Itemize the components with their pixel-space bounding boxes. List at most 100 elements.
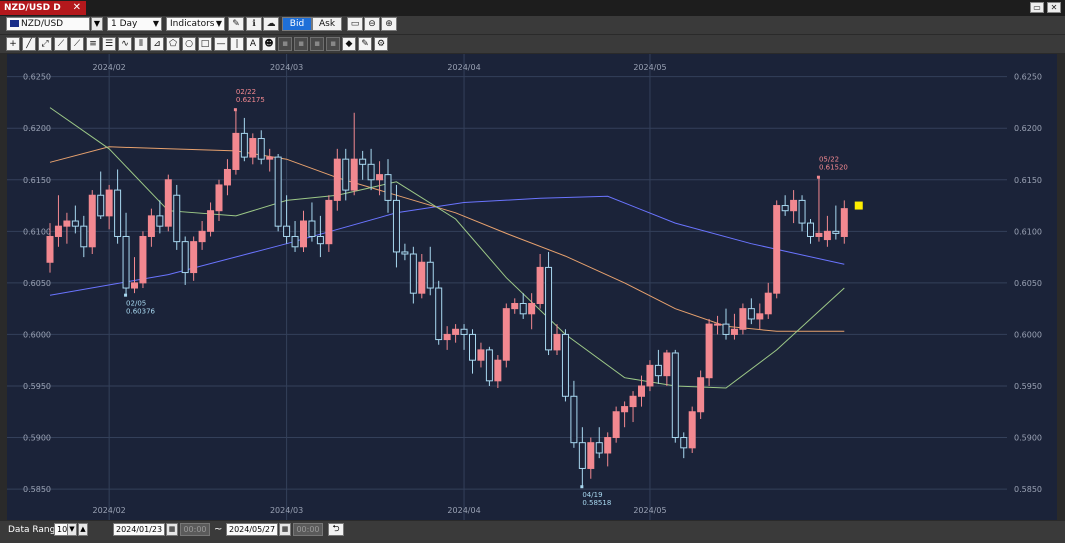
tab-bar: NZD/USD D ✕ ▭ ✕ [0, 0, 1065, 16]
triangle-icon[interactable]: ⊿ [150, 37, 164, 51]
zoom-in-icon[interactable]: ⊕ [381, 17, 397, 31]
candle-up [232, 132, 240, 170]
candle-up [823, 230, 831, 241]
zoom-out-icon[interactable]: ⊖ [364, 17, 380, 31]
arc-icon[interactable]: ∿ [118, 37, 132, 51]
candle-down [173, 194, 181, 243]
y-tick-label-right: 0.5850 [1014, 485, 1042, 494]
annotation-date: 04/19 [582, 491, 602, 499]
info-icon[interactable]: ℹ [246, 17, 262, 31]
vertical-line-icon[interactable]: | [230, 37, 244, 51]
horizontal-lines-icon[interactable]: ≡ [86, 37, 100, 51]
pencil-icon[interactable]: ✎ [358, 37, 372, 51]
ask-button[interactable]: Ask [312, 17, 342, 31]
candle-down [114, 189, 122, 237]
candle-down [367, 163, 375, 181]
chart-style-icon[interactable]: ☁ [263, 17, 279, 31]
indicators-select[interactable]: Indicators ▼ [166, 17, 225, 31]
extended-line-icon[interactable]: ⟋ [54, 37, 68, 51]
range-up-button[interactable]: ▲ [78, 523, 88, 536]
calendar-icon[interactable]: ▦ [279, 523, 291, 536]
candle-up [477, 349, 485, 361]
symbol-dropdown-button[interactable]: ▼ [91, 17, 103, 31]
extreme-marker [580, 485, 584, 489]
y-tick-label-left: 0.6100 [23, 227, 51, 236]
screen-icon[interactable]: ▭ [347, 17, 363, 31]
candle-up [325, 199, 333, 245]
time-from-input[interactable]: 00:00 [180, 523, 210, 536]
candle-up [688, 411, 696, 449]
y-tick-label-right: 0.5900 [1014, 434, 1042, 443]
chart-area[interactable]: 0.6250 0.6250 0.6200 0.6200 0.6150 0.6150 0.61… [7, 54, 1057, 520]
trendline-icon[interactable]: ╱ [22, 37, 36, 51]
date-from-input[interactable]: 2024/01/23 [113, 523, 165, 536]
annotation-date: 02/05 [126, 300, 146, 308]
candle-down [798, 199, 806, 224]
candle-down [401, 251, 409, 255]
candle-up [815, 232, 823, 237]
extreme-marker [124, 293, 128, 297]
candle-up [604, 437, 612, 454]
ray-icon[interactable]: ⤢ [38, 37, 52, 51]
pen-icon[interactable]: ✎ [228, 17, 244, 31]
candle-down [435, 287, 443, 341]
gann-fan-icon[interactable]: ⦀ [134, 37, 148, 51]
calendar-icon[interactable]: ▦ [166, 523, 178, 536]
candle-down [384, 174, 392, 201]
symbol-select[interactable]: NZD/USD [6, 17, 90, 31]
reload-icon[interactable]: ⮌ [328, 523, 344, 536]
settings-icon[interactable]: ⚙ [374, 37, 388, 51]
candle-down [97, 194, 105, 217]
tool-icon[interactable]: ▪ [278, 37, 292, 51]
restore-window-button[interactable]: ▭ [1030, 2, 1044, 13]
candle-down [359, 158, 367, 165]
crosshair-icon[interactable]: + [6, 37, 20, 51]
y-tick-label-right: 0.6150 [1014, 176, 1042, 185]
candle-down [578, 442, 586, 469]
emoji-icon[interactable]: ☻ [262, 37, 276, 51]
circle-icon[interactable]: ○ [182, 37, 196, 51]
bid-button[interactable]: Bid [282, 17, 312, 31]
range-down-button[interactable]: ▼ [67, 523, 77, 536]
candle-up [663, 352, 671, 377]
fib-retracement-icon[interactable]: ☰ [102, 37, 116, 51]
candle-down [832, 230, 840, 234]
candle-up [418, 261, 426, 294]
candle-up [612, 411, 620, 439]
candle-up [131, 282, 138, 289]
candle-down [460, 328, 468, 335]
annotation-value: 0.62175 [236, 96, 265, 104]
extreme-marker [816, 175, 820, 179]
close-window-button[interactable]: ✕ [1047, 2, 1061, 13]
candle-down [257, 138, 265, 160]
time-to-input[interactable]: 00:00 [293, 523, 323, 536]
date-to-input[interactable]: 2024/05/27 [226, 523, 278, 536]
candle-up [638, 385, 645, 397]
candlestick-chart[interactable]: 0.6250 0.6250 0.6200 0.6200 0.6150 0.6150 0.61… [7, 54, 1057, 520]
tool-icon[interactable]: ▪ [294, 37, 308, 51]
range-separator: ~ [214, 524, 223, 535]
candle-down [722, 323, 730, 335]
x-tick-label-top: 2024/02 [93, 63, 126, 72]
candle-down [426, 261, 434, 289]
candle-up [705, 323, 713, 379]
candle-down [122, 235, 130, 289]
pentagon-icon[interactable]: ⬠ [166, 37, 180, 51]
candle-down [485, 349, 493, 382]
y-tick-label-right: 0.6100 [1014, 227, 1042, 236]
tab-nzdusd[interactable]: NZD/USD D ✕ [0, 1, 86, 15]
tool-icon[interactable]: ▪ [310, 37, 324, 51]
period-select[interactable]: 1 Day ▼ [107, 17, 162, 31]
candle-down [409, 253, 417, 294]
parallel-line-icon[interactable]: ⟋ [70, 37, 84, 51]
candle-down [283, 225, 291, 237]
x-tick-label-bottom: 2024/02 [93, 506, 126, 515]
candle-down [469, 333, 476, 361]
close-icon[interactable]: ✕ [72, 2, 81, 13]
text-icon[interactable]: A [246, 37, 260, 51]
eraser-icon[interactable]: ◆ [342, 37, 356, 51]
rectangle-icon[interactable]: □ [198, 37, 212, 51]
drawing-toolbar: + ╱ ⤢ ⟋ ⟋ ≡ ☰ ∿ ⦀ ⊿ ⬠ ○ □ — | A ☻ ▪ ▪ ▪ ▪ ◆ ✎ ⚙ [0, 35, 1065, 53]
horizontal-line-icon[interactable]: — [214, 37, 228, 51]
tool-icon[interactable]: ▪ [326, 37, 340, 51]
